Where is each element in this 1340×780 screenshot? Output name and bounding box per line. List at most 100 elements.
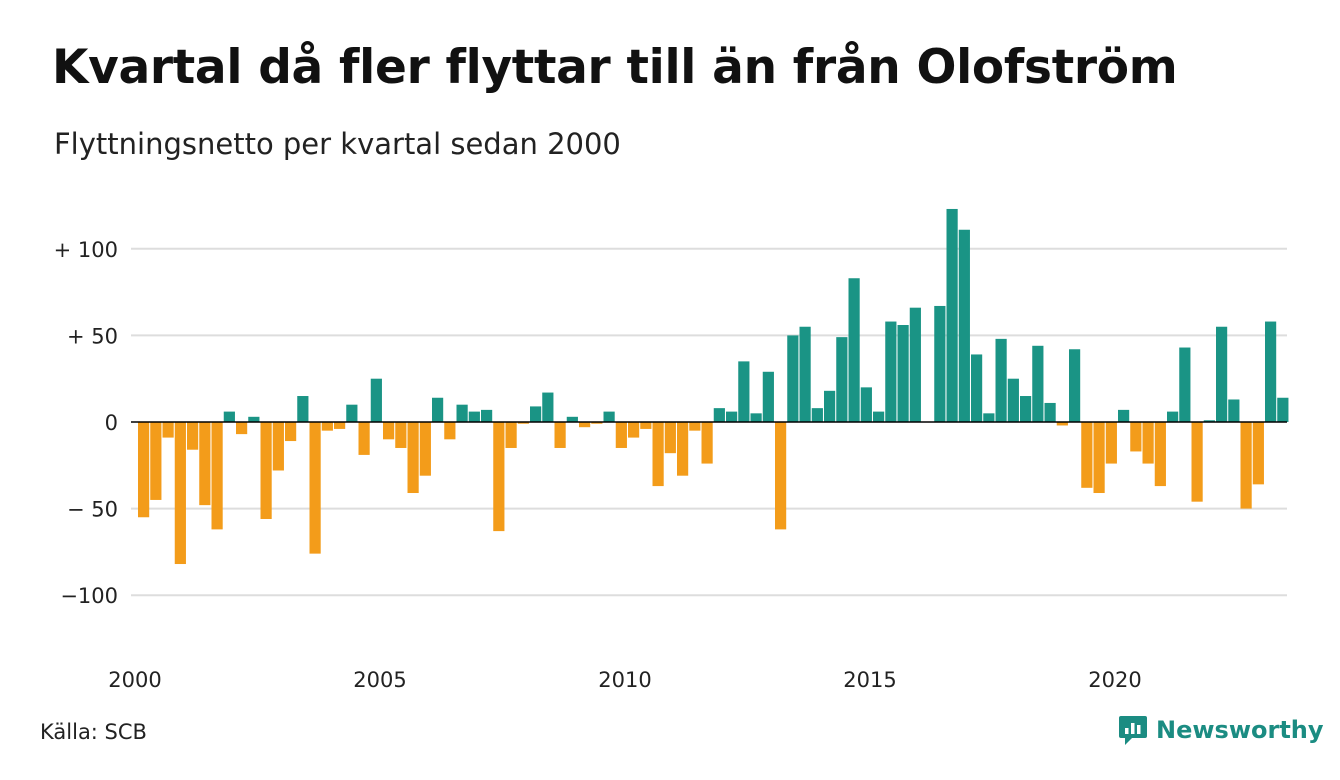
bar	[775, 422, 787, 530]
bar	[1203, 420, 1215, 422]
bar	[1032, 345, 1044, 422]
bar	[738, 361, 750, 422]
bar	[370, 378, 382, 422]
bar	[934, 305, 946, 422]
bar	[260, 422, 272, 519]
bar	[505, 422, 517, 448]
bar	[358, 422, 370, 455]
bar	[1240, 422, 1252, 509]
bar	[334, 422, 346, 429]
bar	[1020, 396, 1032, 422]
brand-name: Newsworthy	[1156, 716, 1324, 744]
bar	[456, 404, 468, 422]
bar	[1191, 422, 1203, 502]
bar	[897, 325, 909, 422]
bar	[1216, 326, 1228, 422]
bar	[493, 422, 505, 532]
bar	[236, 422, 248, 435]
bar	[1069, 349, 1081, 422]
bar	[946, 208, 958, 422]
bar	[321, 422, 333, 431]
bar	[1081, 422, 1093, 488]
bar	[1093, 422, 1105, 494]
bar	[1130, 422, 1142, 452]
bar	[1056, 422, 1068, 426]
x-tick-label: 2015	[843, 668, 896, 692]
bar	[750, 413, 762, 422]
x-tick-label: 2005	[353, 668, 406, 692]
bar	[652, 422, 664, 487]
y-tick-label: 0	[105, 411, 118, 435]
y-tick-label: + 50	[67, 324, 118, 348]
x-axis-labels: 2000 2005 2010 2015 2020	[108, 668, 1141, 692]
bar	[187, 422, 199, 450]
bar	[432, 397, 444, 422]
grid-lines	[131, 247, 1287, 597]
y-axis-labels: + 100 + 50 0 − 50 −100	[54, 238, 118, 608]
bar	[566, 416, 578, 422]
bar	[848, 278, 860, 422]
bar	[174, 422, 186, 565]
y-tick-label: − 50	[67, 498, 118, 522]
bar	[150, 422, 162, 500]
bar	[297, 396, 309, 422]
bar	[517, 422, 529, 424]
bar	[762, 371, 774, 422]
bar	[468, 411, 480, 422]
bar	[223, 411, 235, 422]
bar	[1118, 409, 1130, 422]
chart-subtitle: Flyttningsnetto per kvartal sedan 2000	[54, 127, 621, 161]
bar	[407, 422, 419, 494]
bar	[1044, 402, 1056, 422]
bar	[138, 422, 150, 518]
bar	[346, 404, 358, 422]
bar	[272, 422, 284, 471]
x-tick-label: 2000	[108, 668, 161, 692]
bar	[1179, 347, 1191, 422]
x-tick-label: 2020	[1088, 668, 1141, 692]
bar	[1277, 397, 1289, 422]
bar	[713, 408, 725, 422]
bar	[211, 422, 223, 530]
bar	[530, 406, 542, 422]
bar	[554, 422, 566, 448]
bar	[591, 422, 603, 424]
y-tick-label: + 100	[54, 238, 118, 262]
bar	[1142, 422, 1154, 464]
bar	[640, 422, 652, 429]
source-label: Källa: SCB	[40, 720, 147, 744]
bar	[395, 422, 407, 448]
bar	[1154, 422, 1166, 487]
bar	[824, 390, 836, 422]
bar	[615, 422, 627, 448]
bar	[958, 229, 970, 422]
bar	[787, 335, 799, 422]
bar	[677, 422, 689, 476]
bar	[579, 422, 591, 428]
bars	[131, 208, 1289, 565]
bar	[309, 422, 321, 554]
bar	[811, 408, 823, 422]
bar	[873, 411, 885, 422]
bar	[1105, 422, 1117, 464]
bar	[383, 422, 395, 440]
bar	[444, 422, 456, 440]
bar	[1167, 411, 1179, 422]
bar	[419, 422, 431, 476]
bar	[162, 422, 174, 438]
bar	[1007, 378, 1019, 422]
bar	[799, 326, 811, 422]
bar	[664, 422, 676, 454]
bar	[971, 354, 983, 422]
bar	[285, 422, 297, 442]
bar	[481, 409, 493, 422]
brand-logo: Newsworthy	[1118, 714, 1324, 746]
x-tick-label: 2010	[598, 668, 651, 692]
bar	[1265, 321, 1277, 422]
bar	[199, 422, 211, 506]
y-tick-label: −100	[60, 584, 118, 608]
bar	[603, 411, 615, 422]
bar	[909, 307, 921, 422]
chart-title: Kvartal då fler flyttar till än från Olo…	[52, 40, 1178, 95]
